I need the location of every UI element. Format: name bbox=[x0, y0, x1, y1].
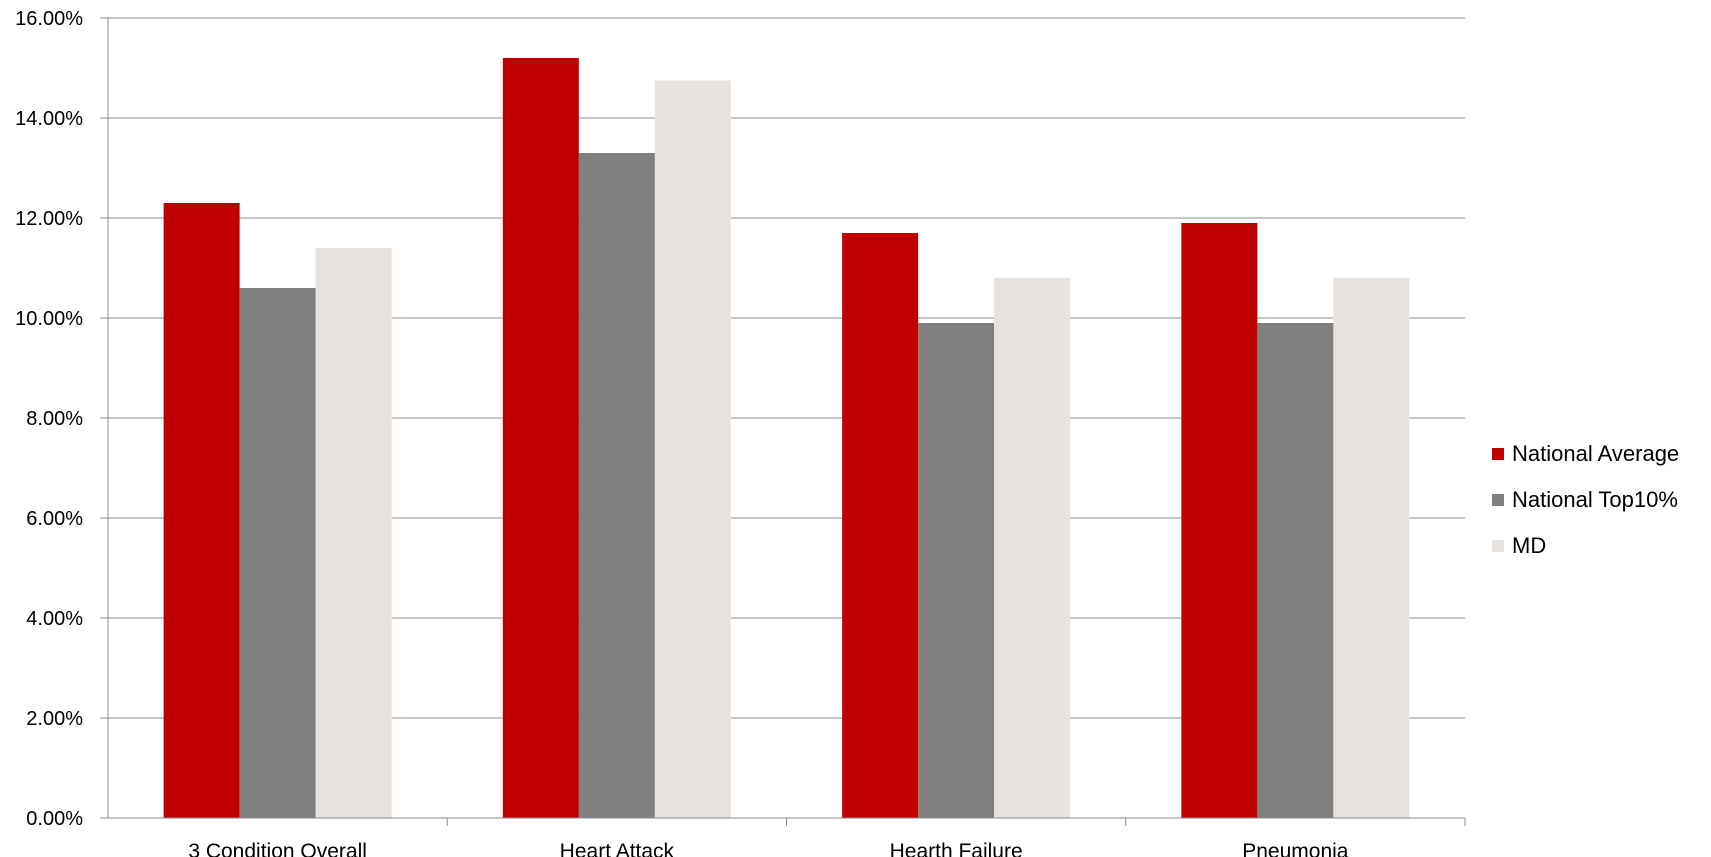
legend-swatch-national-average bbox=[1492, 448, 1504, 460]
y-tick-label: 2.00% bbox=[26, 708, 83, 730]
bar bbox=[1181, 223, 1258, 818]
bar bbox=[842, 233, 919, 818]
bar bbox=[1333, 278, 1410, 818]
y-tick-labels: 0.00% 2.00% 4.00% 6.00% 8.00% 10.00% 12.00% 14.… bbox=[15, 8, 83, 830]
y-tick-label: 0.00% bbox=[26, 808, 83, 830]
x-category-label: Pneumonia bbox=[1242, 840, 1349, 857]
y-tick-label: 10.00% bbox=[15, 308, 83, 330]
y-tick-label: 8.00% bbox=[26, 408, 83, 430]
category-labels: 3 Condition Overall Heart Attack Hearth Fa… bbox=[188, 840, 1348, 857]
legend-item-md: MD bbox=[1492, 523, 1679, 569]
legend-swatch-md bbox=[1492, 540, 1504, 552]
legend-label: National Top10% bbox=[1512, 487, 1678, 512]
y-tick-label: 14.00% bbox=[15, 108, 83, 130]
bar bbox=[918, 323, 995, 818]
bar bbox=[654, 80, 731, 818]
legend-item-national-average: National Average bbox=[1492, 431, 1679, 477]
axes bbox=[100, 17, 1466, 826]
x-category-label: Heart Attack bbox=[560, 840, 675, 857]
bar bbox=[578, 153, 655, 818]
bar bbox=[1257, 323, 1334, 818]
y-tick-label: 16.00% bbox=[15, 8, 83, 30]
bar bbox=[163, 203, 240, 818]
legend-label: MD bbox=[1512, 533, 1547, 558]
bar bbox=[994, 278, 1071, 818]
y-tick-label: 4.00% bbox=[26, 608, 83, 630]
x-category-label: 3 Condition Overall bbox=[188, 840, 367, 857]
bar bbox=[315, 248, 392, 818]
x-category-label: Hearth Failure bbox=[890, 840, 1023, 857]
legend: National Average National Top10% MD bbox=[1492, 431, 1679, 569]
y-tick-label: 6.00% bbox=[26, 508, 83, 530]
legend-label: National Average bbox=[1512, 441, 1680, 466]
legend-swatch-national-top10 bbox=[1492, 494, 1504, 506]
legend-item-national-top10: National Top10% bbox=[1492, 477, 1679, 523]
bar bbox=[239, 288, 316, 818]
y-tick-label: 12.00% bbox=[15, 208, 83, 230]
bars bbox=[163, 58, 1410, 818]
bar bbox=[502, 58, 579, 818]
